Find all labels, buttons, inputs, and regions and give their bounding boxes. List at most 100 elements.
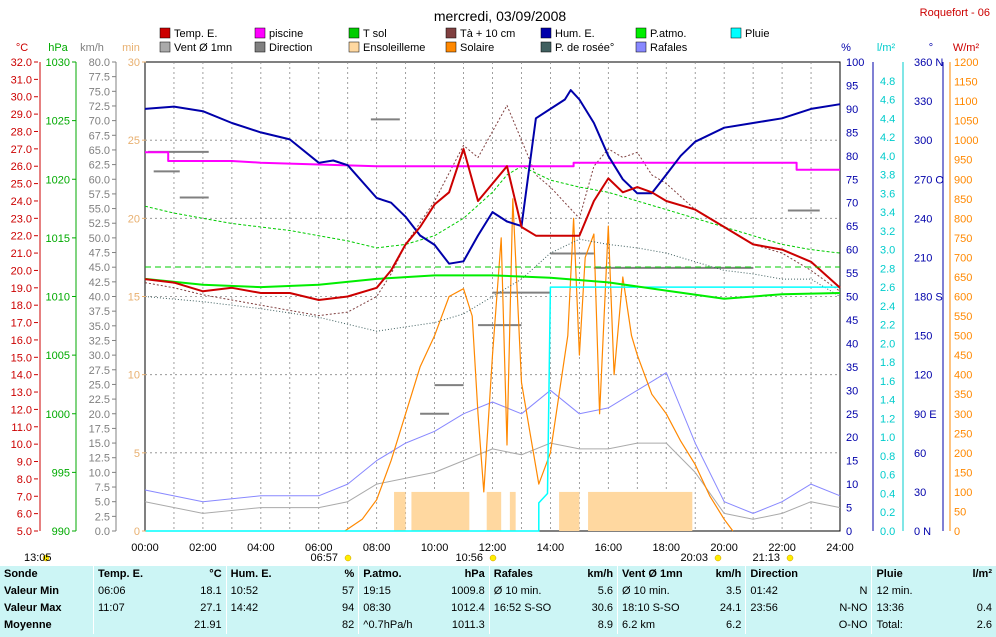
axis-tick-label: 450 [954, 350, 972, 362]
axis-tick-label: 150 [914, 331, 932, 343]
axis-tick-label: 23.0 [11, 213, 32, 225]
axis-tick-label: 1005 [46, 350, 70, 362]
axis-unit-pct: % [841, 42, 851, 54]
axis-tick-label: 330 [914, 96, 932, 108]
axis-tick-label: 300 [914, 135, 932, 147]
stats-cell: 21.91 [194, 619, 222, 631]
stats-cell: 14:42 [225, 600, 292, 617]
stats-cell [225, 617, 292, 634]
legend-swatch [635, 27, 647, 39]
x-tick-label: 16:00 [595, 542, 623, 554]
stats-cell: 6.2 [726, 619, 742, 631]
legend-label: P.atmo. [650, 28, 687, 40]
axis-tick-label: 210 [914, 252, 932, 264]
stats-header: Temp. E. [92, 566, 161, 583]
legend-swatch [445, 27, 457, 39]
legend-label: Temp. E. [174, 28, 217, 40]
axis-tick-label: 1.6 [880, 376, 895, 388]
stats-cell: O-NO [838, 619, 868, 631]
stats-cell [937, 583, 996, 600]
sun-icon [42, 554, 50, 562]
axis-tick-label: 3.2 [880, 226, 895, 238]
axis-tick-label: 4.8 [880, 76, 895, 88]
series-line-p-atmo [144, 274, 841, 300]
stats-cell [745, 617, 812, 634]
axis-tick-label: 2.6 [880, 282, 895, 294]
stats-row-mean: Moyenne 21.91 82 ^0.7hPa/h 1011.3 8.9 6.… [0, 617, 996, 634]
axis-tick-label: 70.0 [89, 116, 110, 128]
axis-tick-label: 90 E [914, 409, 937, 421]
axis-tick-label: 400 [954, 370, 972, 382]
axis-unit-c: °C [16, 42, 28, 54]
weather-chart: mercredi, 03/09/2008 Roquefort - 06 Temp… [11, 7, 990, 564]
stats-header: Rafales [488, 566, 557, 583]
axis-tick-label: 500 [954, 331, 972, 343]
axis-tick-label: 1030 [46, 57, 70, 69]
axis-tick-label: 15 [846, 456, 858, 468]
sun-event-label: 20:03 [680, 552, 708, 564]
axis-tick-label: 5.0 [17, 526, 32, 538]
axis-tick-label: 47.5 [89, 248, 110, 260]
stats-row-label: Moyenne [4, 619, 52, 631]
legend-swatch [730, 27, 742, 39]
plot-series [144, 89, 841, 532]
axis-tick-label: 12.5 [89, 453, 110, 465]
axis-tick-label: 1100 [954, 96, 978, 108]
axis-tick-label: 700 [954, 252, 972, 264]
axis-tick-label: 55.0 [89, 204, 110, 216]
legend-label: Vent Ø 1mn [174, 42, 232, 54]
axis-tick-label: 52.5 [89, 218, 110, 230]
axis-tick-label: 5 [846, 503, 852, 515]
x-tick-label: 24:00 [826, 542, 854, 554]
stats-cell: 12 min. [871, 583, 938, 600]
axis-tick-label: 0 [134, 526, 140, 538]
stats-header: Pluie [871, 566, 938, 583]
axis-tick-label: 1.0 [880, 432, 895, 444]
axis-tick-label: 40.0 [89, 292, 110, 304]
stats-panel: Sonde Temp. E. °C Hum. E. % P.atmo. hPa … [0, 566, 996, 637]
stats-header: Hum. E. [225, 566, 292, 583]
axis-tick-label: 21.0 [11, 248, 32, 260]
legend-label: Rafales [650, 42, 688, 54]
axis-tick-label: 31.0 [11, 74, 32, 86]
x-tick-label: 20:00 [710, 542, 738, 554]
sun-event-label: 13:05 [24, 552, 52, 564]
axis-tick-label: 32.5 [89, 335, 110, 347]
axis-tick-label: 95 [846, 80, 858, 92]
axis-tick-label: 30 [128, 57, 140, 69]
axis-tick-label: 25 [128, 135, 140, 147]
axis-tick-label: 12.0 [11, 404, 32, 416]
stats-header: km/h [715, 568, 742, 580]
axis-tick-label: 50 [846, 292, 858, 304]
legend-swatch [348, 41, 360, 53]
axis-tick-label: 5 [134, 448, 140, 460]
axis-tick-label: 80 [846, 151, 858, 163]
legend-swatch [540, 41, 552, 53]
axis-tick-label: 3.4 [880, 207, 895, 219]
axis-tick-label: 2.2 [880, 320, 895, 332]
axis-tick-label: 1.8 [880, 357, 895, 369]
legend-swatch [159, 41, 171, 53]
stats-cell: 94 [342, 602, 355, 614]
axis-tick-label: 72.5 [89, 101, 110, 113]
axis-tick-label: 27.5 [89, 365, 110, 377]
axis-tick-label: 0.6 [880, 470, 895, 482]
axis-tick-label: 20.0 [89, 409, 110, 421]
stats-cell: 23:56 [745, 600, 812, 617]
axis-tick-label: 250 [954, 428, 972, 440]
legend-swatch [348, 27, 360, 39]
stats-cell: 24.1 [719, 602, 742, 614]
axis-tick-label: 20 [128, 213, 140, 225]
axis-tick-label: 70 [846, 198, 858, 210]
legend-swatch [540, 27, 552, 39]
axis-tick-label: 77.5 [89, 72, 110, 84]
axis-tick-label: 2.8 [880, 263, 895, 275]
axis-tick-label: 900 [954, 174, 972, 186]
axis-tick-label: 0.2 [880, 507, 895, 519]
stats-row-label: Valeur Min [4, 585, 60, 597]
stats-cell: 18:10 S-SO [617, 600, 685, 617]
stats-header: P.atmo. [358, 566, 425, 583]
axis-tick-label: 0.0 [95, 526, 110, 538]
axis-tick-label: 3.8 [880, 170, 895, 182]
axis-tick-label: 60 [846, 245, 858, 257]
